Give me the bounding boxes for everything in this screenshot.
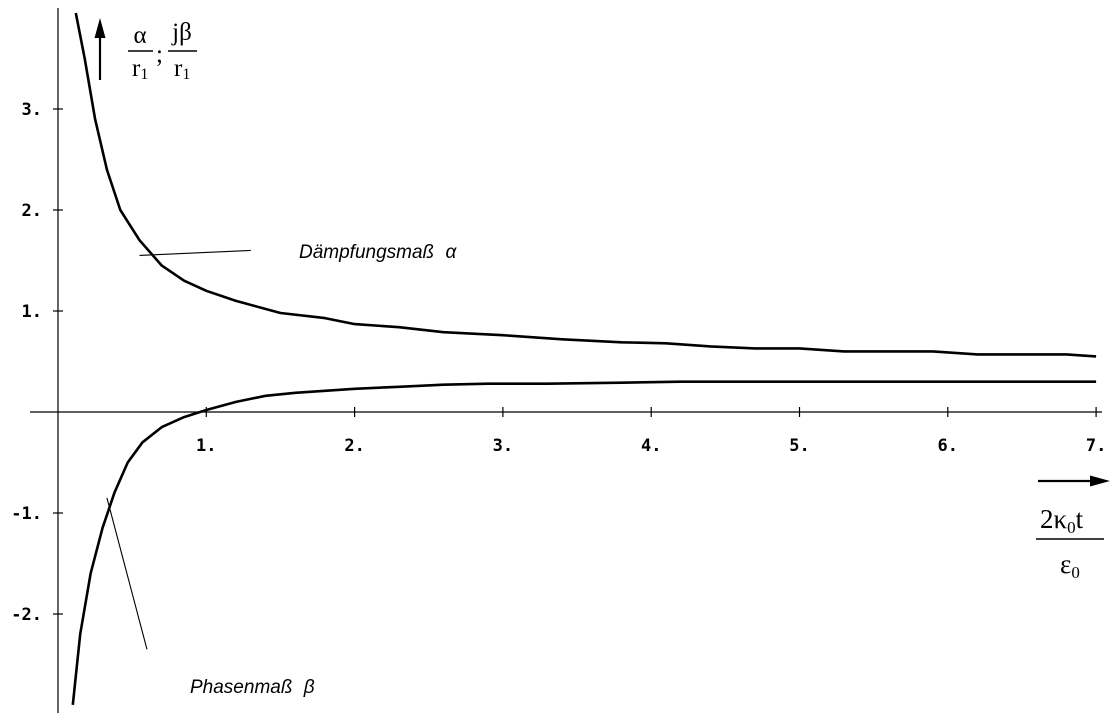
y-label-jbeta: jβ	[171, 19, 192, 46]
x-tick-label: 7.	[1086, 436, 1106, 456]
y-tick-label: -2.	[11, 605, 42, 625]
y-tick-label: 3.	[22, 100, 42, 120]
series-group	[71, 12, 1097, 706]
annotation-leaders	[106, 249, 251, 650]
y-label-separator: ;	[156, 41, 163, 68]
right-arrow-icon	[1090, 475, 1110, 487]
up-arrow-icon	[94, 18, 106, 38]
beta-series-line	[71, 380, 1097, 706]
x-tick-label: 4.	[641, 436, 661, 456]
y-tick-label: 2.	[22, 201, 42, 221]
x-label-numerator: 2κ0t	[1040, 504, 1084, 537]
x-label-denominator: ε0	[1060, 549, 1080, 582]
y-label-alpha: α	[133, 22, 146, 49]
beta-leader-line	[106, 497, 148, 650]
y-axis-label: α r1 ; jβ r1	[94, 18, 197, 83]
y-tick-label: 1.	[22, 302, 42, 322]
y-label-r1-left: r1	[132, 55, 148, 83]
x-tick-label: 3.	[493, 436, 513, 456]
alpha-series-line	[74, 12, 1097, 358]
y-tick-label: -1.	[11, 504, 42, 524]
annotation-alpha: Dämpfungsmaß α	[299, 242, 457, 263]
x-tick-label: 2.	[344, 436, 364, 456]
annotation-beta: Phasenmaß β	[190, 677, 315, 698]
y-label-r1-right: r1	[174, 55, 190, 83]
x-axis-label: 2κ0t ε0	[1036, 475, 1110, 582]
alpha-leader-line	[139, 249, 251, 256]
tick-labels: 1. 2. 3. 4. 5. 6. 7. 3. 2. 1. -1. -2.	[11, 100, 1106, 625]
x-tick-label: 1.	[196, 436, 216, 456]
x-tick-label: 5.	[789, 436, 809, 456]
tick-marks	[53, 108, 1097, 615]
x-tick-label: 6.	[938, 436, 958, 456]
